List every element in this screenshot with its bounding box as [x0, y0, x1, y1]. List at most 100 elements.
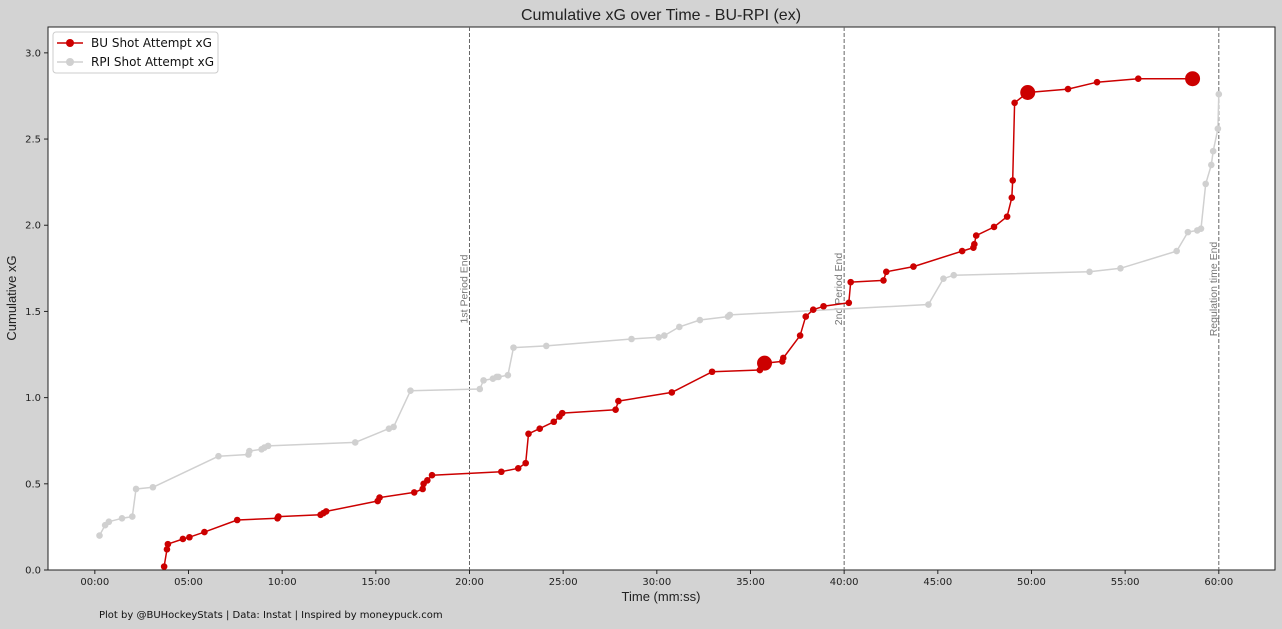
y-tick-label: 1.0: [25, 393, 41, 404]
bu-series-point: [809, 306, 817, 314]
y-tick-label: 2.5: [25, 135, 41, 146]
bu-series-point: [845, 299, 853, 307]
bu-series-point: [550, 418, 558, 426]
bu-series-point: [796, 332, 804, 339]
rpi-series-point: [1197, 225, 1205, 232]
rpi-series-point: [128, 513, 136, 520]
legend-bu-label: BU Shot Attempt xG: [91, 36, 212, 50]
y-tick-label: 3.0: [25, 48, 41, 59]
x-tick-label: 15:00: [361, 577, 390, 588]
bu-series-point: [847, 278, 855, 286]
bu-series-point: [233, 516, 241, 524]
x-tick-label: 10:00: [268, 577, 297, 588]
bu-series-point: [972, 232, 980, 239]
rpi-series-point: [510, 344, 517, 351]
x-tick-label: 55:00: [1111, 577, 1140, 588]
rpi-series-point: [407, 387, 414, 395]
bu-series-point: [1008, 194, 1016, 201]
rpi-series-point: [925, 301, 932, 308]
rpi-series-point: [246, 447, 253, 455]
bu-series-point: [163, 546, 171, 553]
rpi-series-point: [1208, 161, 1215, 169]
rpi-series-point: [495, 373, 502, 381]
rpi-series-point: [1215, 90, 1223, 98]
x-tick-label: 00:00: [80, 577, 109, 588]
legend-box: [52, 31, 219, 74]
bu-series-point: [186, 533, 193, 541]
rpi-series-point: [542, 342, 550, 350]
rpi-series-point: [655, 333, 662, 341]
y-axis-label: Cumulative xG: [4, 255, 19, 340]
rpi-series-point: [476, 385, 484, 393]
bu-series: [160, 71, 1201, 570]
bu-series-goal-marker: [1020, 85, 1036, 101]
bu-series-point: [428, 471, 436, 479]
rpi-series-point: [661, 332, 668, 339]
y-tick-label: 0.0: [25, 566, 41, 577]
bu-series-point: [179, 535, 187, 543]
period-end-label: Regulation time End: [1208, 242, 1220, 337]
period-end-label: 1st Period End: [458, 254, 470, 323]
bu-series-point: [882, 268, 890, 276]
rpi-series-point: [1202, 180, 1209, 188]
rpi-series-point: [215, 452, 222, 460]
bu-series-point: [322, 508, 330, 515]
bu-series-point: [164, 540, 172, 548]
x-tick-label: 30:00: [642, 577, 671, 588]
rpi-series-point: [149, 483, 157, 491]
bu-series-point: [419, 485, 426, 493]
rpi-series-point: [726, 311, 734, 319]
bu-series-point: [615, 397, 622, 405]
bu-series-point: [1009, 177, 1017, 184]
bu-series-point: [1011, 99, 1018, 107]
rpi-series: [96, 90, 1223, 539]
x-tick-label: 35:00: [736, 577, 765, 588]
bu-series-point: [668, 389, 676, 396]
rpi-series-point: [628, 335, 635, 343]
bu-series-point: [779, 354, 787, 362]
bu-series-point: [160, 563, 168, 570]
x-tick-label: 20:00: [455, 577, 484, 588]
bu-series-point: [990, 223, 998, 231]
bu-series-point: [525, 430, 532, 438]
rpi-series-point: [504, 371, 512, 379]
rpi-series-point: [96, 532, 103, 539]
rpi-series-point: [1214, 125, 1222, 133]
bu-series-point: [201, 528, 208, 536]
y-tick-label: 2.0: [25, 221, 41, 232]
x-tick-label: 25:00: [549, 577, 578, 588]
rpi-series-point: [1086, 268, 1093, 276]
rpi-series-point: [351, 439, 359, 446]
bu-series-goal-marker: [1185, 71, 1201, 87]
bu-series-point: [522, 459, 529, 467]
rpi-series-point: [1209, 147, 1217, 155]
x-axis-label: Time (mm:ss): [622, 589, 701, 604]
bu-series-point: [275, 513, 282, 520]
y-axis-ticks: 0.0 0.5 1.0 1.5 2.0 2.5 3.0: [25, 48, 48, 577]
bu-series-point: [410, 489, 418, 496]
bu-series-point: [498, 468, 505, 476]
rpi-series-point: [696, 316, 704, 324]
x-axis-ticks: 00:00 05:00 10:00 15:00 20:00 25:00 30:00 35:00…: [80, 570, 1233, 588]
chart-title: Cumulative xG over Time - BU-RPI (ex): [521, 7, 801, 24]
x-tick-label: 40:00: [830, 577, 859, 588]
rpi-series-line: [98, 94, 1220, 536]
rpi-series-point: [950, 271, 958, 279]
bu-series-point: [880, 277, 887, 284]
rpi-series-point: [132, 485, 140, 493]
rpi-series-point: [940, 275, 947, 282]
bu-series-point: [1134, 75, 1142, 83]
bu-series-goal-marker: [757, 355, 773, 371]
bu-series-point: [514, 464, 522, 472]
bu-series-point: [612, 406, 619, 413]
legend-rpi-label: RPI Shot Attempt xG: [91, 55, 214, 69]
rpi-series-point: [480, 377, 487, 384]
rpi-series-point: [105, 518, 113, 526]
rpi-series-point: [1117, 265, 1124, 272]
bu-series-point: [1093, 78, 1101, 86]
footer-credit: Plot by @BUHockeyStats | Data: Instat | …: [99, 610, 443, 621]
bu-series-point: [708, 368, 716, 376]
bu-series-point: [958, 247, 966, 255]
x-tick-label: 60:00: [1204, 577, 1233, 588]
